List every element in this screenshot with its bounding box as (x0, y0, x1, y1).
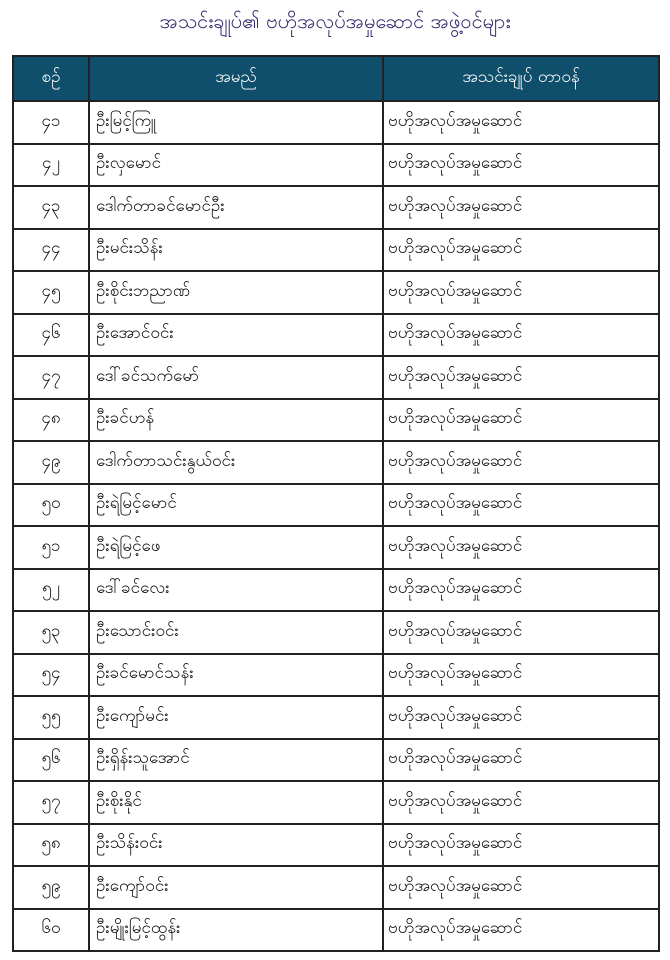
member-role: ဗဟိုအလုပ်အမှုဆောင် (382, 525, 660, 570)
member-name: ဦးမျိုးမြင့်ထွန်း (88, 907, 384, 952)
member-name: ဒေါ်ခင်သက်မော် (88, 355, 384, 400)
table-header-row: စဉ် အမည် အသင်းချုပ် တာဝန် (12, 55, 660, 102)
row-number: ၄၁ (12, 100, 90, 145)
member-role: ဗဟိုအလုပ်အမှုဆောင် (382, 440, 660, 485)
table-row: ၅၄ ဦးခင်မောင်သန်း ဗဟိုအလုပ်အမှုဆောင် (12, 652, 660, 697)
row-number: ၅၁ (12, 525, 90, 570)
member-role: ဗဟိုအလုပ်အမှုဆောင် (382, 865, 660, 910)
member-role: ဗဟိုအလုပ်အမှုဆောင် (382, 610, 660, 655)
table-row: ၅၂ ဒေါ်ခင်လေး ဗဟိုအလုပ်အမှုဆောင် (12, 567, 660, 612)
member-role: ဗဟိုအလုပ်အမှုဆောင် (382, 567, 660, 612)
table-row: ၅၁ ဦးရဲမြင့်ဖေ ဗဟိုအလုပ်အမှုဆောင် (12, 525, 660, 570)
member-role: ဗဟိုအလုပ်အမှုဆောင် (382, 652, 660, 697)
member-name: ဦးသိန်းဝင်း (88, 822, 384, 867)
row-number: ၅၄ (12, 652, 90, 697)
member-role: ဗဟိုအလုပ်အမှုဆောင် (382, 482, 660, 527)
member-name: ဦးခင်မောင်သန်း (88, 652, 384, 697)
header-name: အမည် (88, 55, 384, 102)
table-row: ၄၄ ဦးမင်းသိန်း ဗဟိုအလုပ်အမှုဆောင် (12, 227, 660, 272)
row-number: ၄၂ (12, 142, 90, 187)
row-number: ၅၃ (12, 610, 90, 655)
table-row: ၅၉ ဦးကျော်ဝင်း ဗဟိုအလုပ်အမှုဆောင် (12, 865, 660, 910)
member-name: ဦးခင်ဟန် (88, 397, 384, 442)
row-number: ၄၅ (12, 270, 90, 315)
member-role: ဗဟိုအလုပ်အမှုဆောင် (382, 822, 660, 867)
member-role: ဗဟိုအလုပ်အမှုဆောင် (382, 907, 660, 952)
member-role: ဗဟိုအလုပ်အမှုဆောင် (382, 100, 660, 145)
member-role: ဗဟိုအလုပ်အမှုဆောင် (382, 142, 660, 187)
row-number: ၄၈ (12, 397, 90, 442)
table-row: ၅၈ ဦးသိန်းဝင်း ဗဟိုအလုပ်အမှုဆောင် (12, 822, 660, 867)
page-title: အသင်းချုပ်၏ ဗဟိုအလုပ်အမှုဆောင် အဖွဲ့ဝင်မ… (159, 9, 511, 33)
row-number: ၅၈ (12, 822, 90, 867)
member-role: ဗဟိုအလုပ်အမှုဆောင် (382, 355, 660, 400)
table-row: ၅၆ ဦးရှိန်းသူအောင် ဗဟိုအလုပ်အမှုဆောင် (12, 737, 660, 782)
header-number: စဉ် (12, 55, 90, 102)
table-row: ၄၅ ဦးစိုင်းဘညာဏ် ဗဟိုအလုပ်အမှုဆောင် (12, 270, 660, 315)
member-role: ဗဟိုအလုပ်အမှုဆောင် (382, 185, 660, 230)
member-name: ဦးသောင်းဝင်း (88, 610, 384, 655)
member-name: ဦးကျော်မင်း (88, 695, 384, 740)
member-role: ဗဟိုအလုပ်အမှုဆောင် (382, 270, 660, 315)
table-row: ၅၃ ဦးသောင်းဝင်း ဗဟိုအလုပ်အမှုဆောင် (12, 610, 660, 655)
table-row: ၅၀ ဦးရဲမြင့်မောင် ဗဟိုအလုပ်အမှုဆောင် (12, 482, 660, 527)
member-name: ဦးရှိန်းသူအောင် (88, 737, 384, 782)
row-number: ၆၀ (12, 907, 90, 952)
member-name: ဦးမင်းသိန်း (88, 227, 384, 272)
table-row: ၄၁ ဦးမြင့်ကြူ ဗဟိုအလုပ်အမှုဆောင် (12, 100, 660, 145)
row-number: ၄၄ (12, 227, 90, 272)
row-number: ၄၉ (12, 440, 90, 485)
table-row: ၄၃ ဒေါက်တာခင်မောင်ဦး ဗဟိုအလုပ်အမှုဆောင် (12, 185, 660, 230)
member-role: ဗဟိုအလုပ်အမှုဆောင် (382, 695, 660, 740)
member-name: ဒေါ်ခင်လေး (88, 567, 384, 612)
row-number: ၅၇ (12, 780, 90, 825)
table-row: ၄၇ ဒေါ်ခင်သက်မော် ဗဟိုအလုပ်အမှုဆောင် (12, 355, 660, 400)
row-number: ၅၅ (12, 695, 90, 740)
row-number: ၄၇ (12, 355, 90, 400)
row-number: ၄၃ (12, 185, 90, 230)
table-row: ၅၇ ဦးစိုးနိုင် ဗဟိုအလုပ်အမှုဆောင် (12, 780, 660, 825)
row-number: ၅၉ (12, 865, 90, 910)
member-name: ဦးရဲမြင့်ဖေ (88, 525, 384, 570)
table-row: ၄၂ ဦးလှမောင် ဗဟိုအလုပ်အမှုဆောင် (12, 142, 660, 187)
member-name: ဦးစိုးနိုင် (88, 780, 384, 825)
member-role: ဗဟိုအလုပ်အမှုဆောင် (382, 227, 660, 272)
members-table: စဉ် အမည် အသင်းချုပ် တာဝန် ၄၁ ဦးမြင့်ကြူ ဗဟ… (12, 55, 660, 952)
member-name: ဦးကျော်ဝင်း (88, 865, 384, 910)
header-role: အသင်းချုပ် တာဝန် (382, 55, 660, 102)
member-role: ဗဟိုအလုပ်အမှုဆောင် (382, 397, 660, 442)
member-name: ဒေါက်တာခင်မောင်ဦး (88, 185, 384, 230)
member-role: ဗဟိုအလုပ်အမှုဆောင် (382, 312, 660, 357)
member-name: ဦးလှမောင် (88, 142, 384, 187)
table-row: ၆၀ ဦးမျိုးမြင့်ထွန်း ဗဟိုအလုပ်အမှုဆောင် (12, 907, 660, 952)
table-row: ၄၉ ဒေါက်တာသင်းနွယ်ဝင်း ဗဟိုအလုပ်အမှုဆောင် (12, 440, 660, 485)
member-role: ဗဟိုအလုပ်အမှုဆောင် (382, 737, 660, 782)
member-role: ဗဟိုအလုပ်အမှုဆောင် (382, 780, 660, 825)
row-number: ၅၂ (12, 567, 90, 612)
table-row: ၄၆ ဦးအောင်ဝင်း ဗဟိုအလုပ်အမှုဆောင် (12, 312, 660, 357)
member-name: ဦးရဲမြင့်မောင် (88, 482, 384, 527)
member-name: ဦးမြင့်ကြူ (88, 100, 384, 145)
table-row: ၄၈ ဦးခင်ဟန် ဗဟိုအလုပ်အမှုဆောင် (12, 397, 660, 442)
row-number: ၅၆ (12, 737, 90, 782)
row-number: ၅၀ (12, 482, 90, 527)
row-number: ၄၆ (12, 312, 90, 357)
member-name: ဒေါက်တာသင်းနွယ်ဝင်း (88, 440, 384, 485)
member-name: ဦးအောင်ဝင်း (88, 312, 384, 357)
member-name: ဦးစိုင်းဘညာဏ် (88, 270, 384, 315)
table-row: ၅၅ ဦးကျော်မင်း ဗဟိုအလုပ်အမှုဆောင် (12, 695, 660, 740)
